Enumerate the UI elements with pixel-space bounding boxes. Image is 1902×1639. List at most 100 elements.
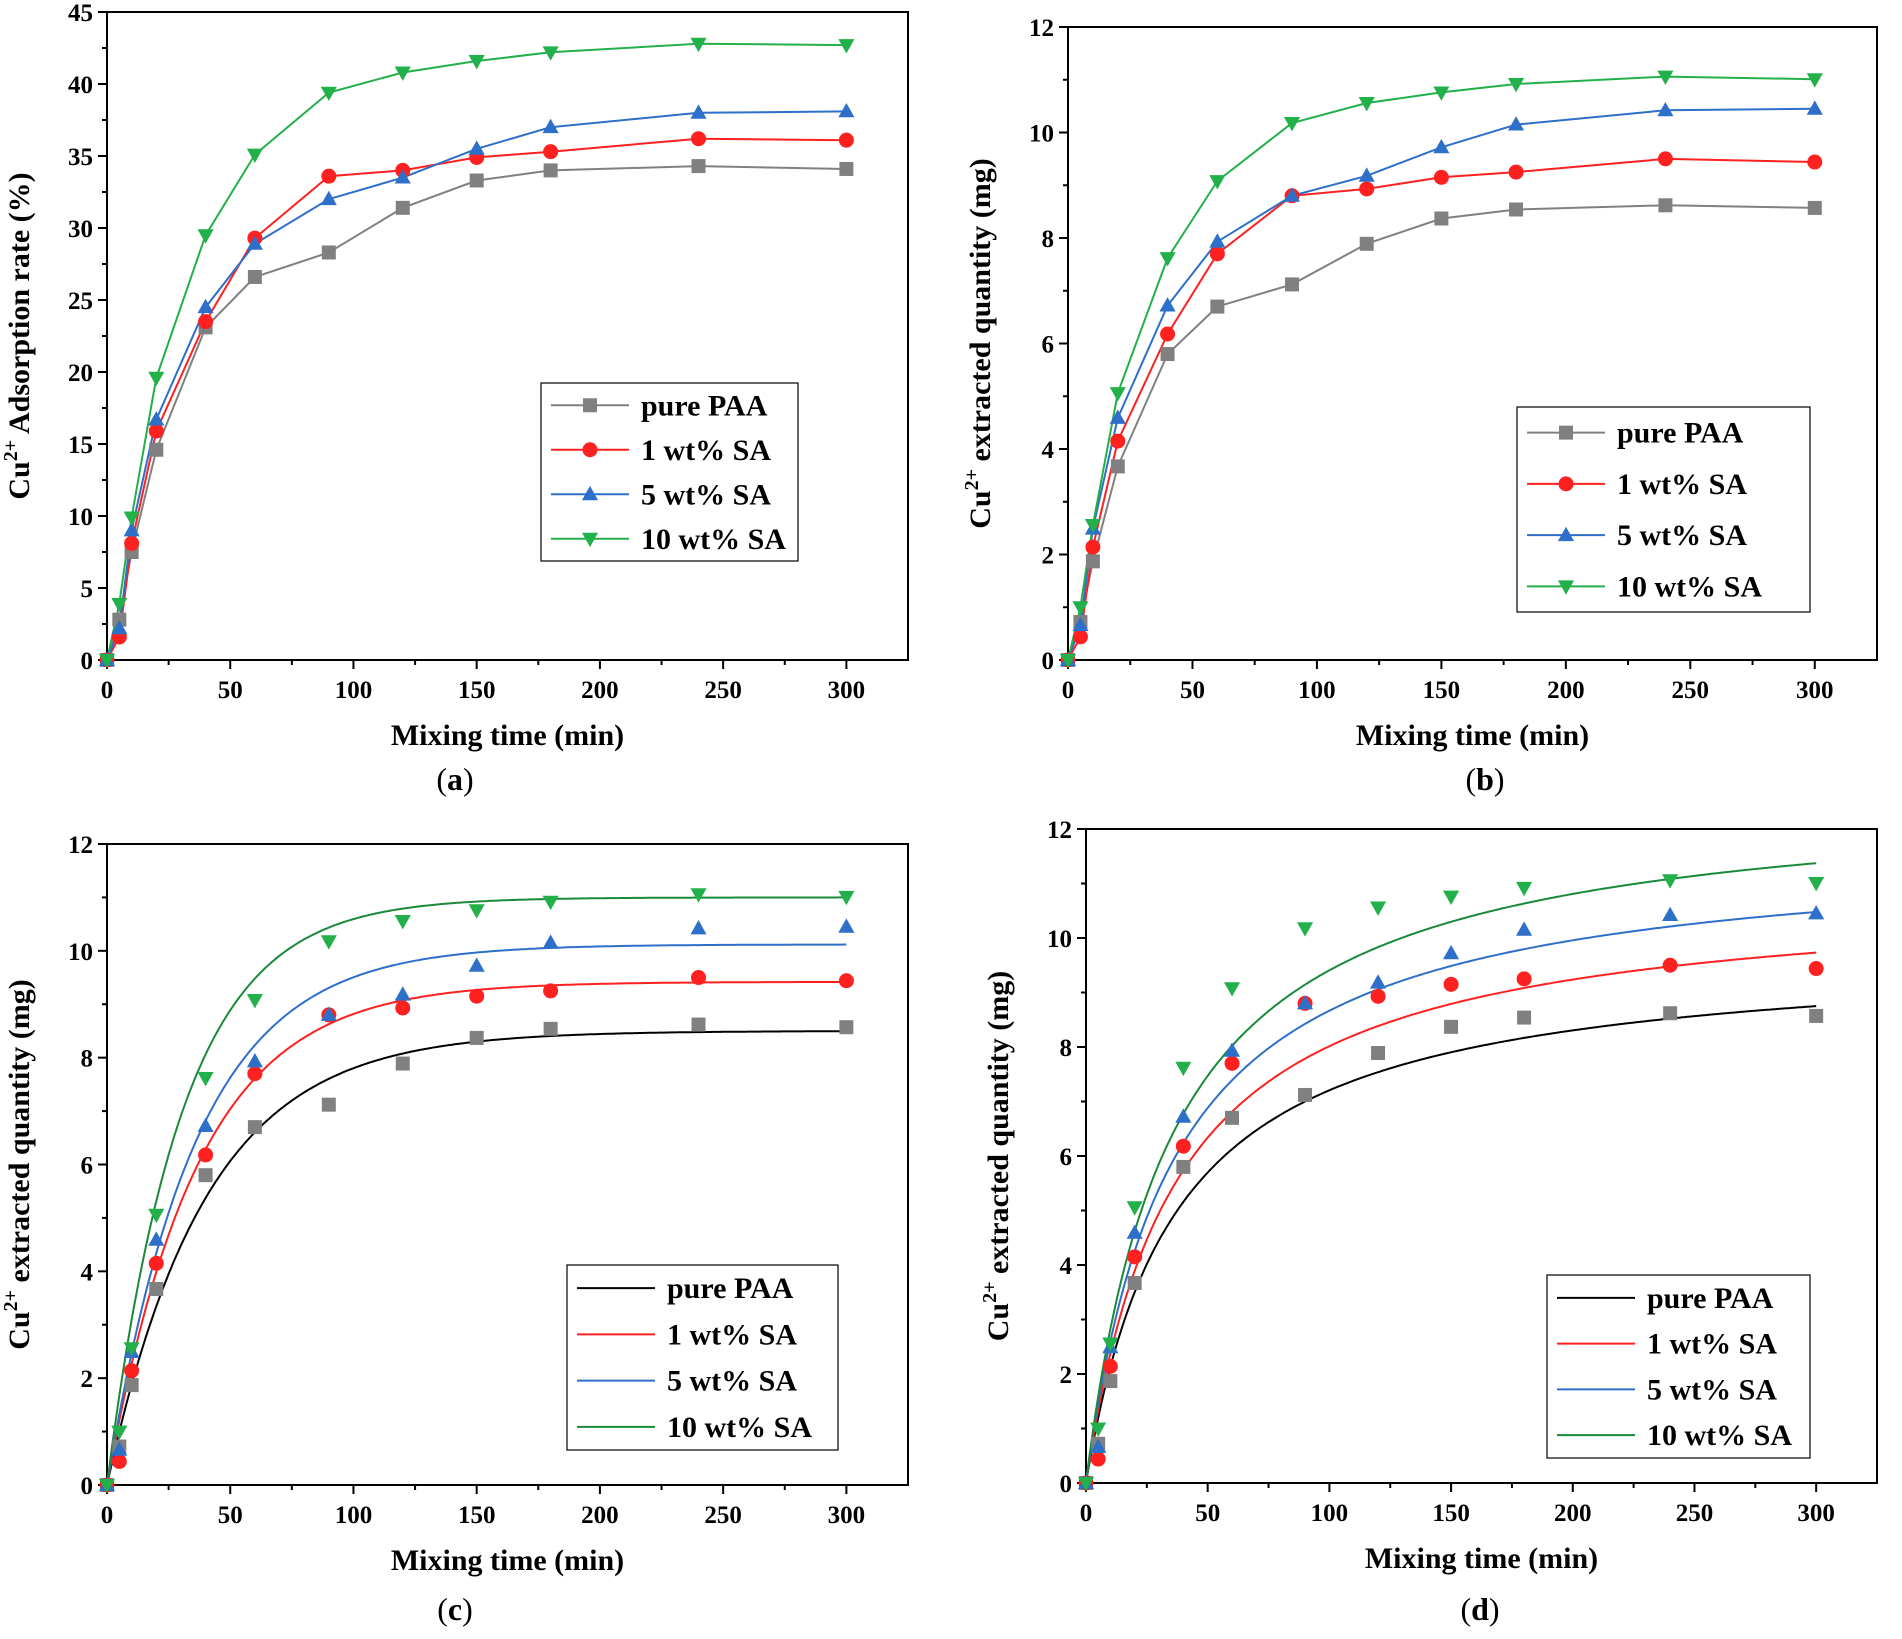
x-tick-label: 150 [1423,677,1461,704]
y-tick-label: 8 [81,1046,94,1073]
data-point [1126,1224,1143,1239]
x-tick-label: 50 [1180,677,1205,704]
x-tick-label: 100 [1311,1500,1349,1527]
data-point [1209,246,1225,262]
data-point [1175,1061,1192,1077]
legend-frame [540,382,799,562]
series-line [1067,75,1815,661]
data-point [1084,519,1101,534]
panel-label-open: ( [437,1591,448,1627]
data-point [1517,1010,1532,1025]
data-point [148,1255,164,1271]
data-point [98,654,116,669]
data-point [111,597,128,613]
data-point [124,1378,139,1393]
data-point [1807,154,1823,170]
y-tick-label: 4 [1042,437,1055,464]
data-point [1657,151,1673,167]
data-point [1296,922,1314,937]
data-point [148,371,165,387]
y-axis-title-ion: Cu [3,1311,36,1349]
data-point [1662,906,1679,922]
x-tick-label: 300 [828,677,866,704]
data-point [148,411,165,426]
y-axis-title-charge: 2+ [0,1290,22,1311]
data-point [690,888,707,903]
data-point [468,957,485,972]
panel-label-close: ) [1489,1591,1500,1627]
x-tick-label: 0 [1062,677,1075,704]
data-point [394,986,411,1001]
data-point [198,314,214,330]
series-line [106,42,847,661]
legend: pure PAA 1 wt% SA 5 wt% SA 10 wt% SA [1516,406,1811,613]
data-point [1370,988,1386,1004]
data-point [1059,654,1077,669]
data-point [468,904,485,919]
data-point [1160,326,1176,342]
data-point [111,1425,128,1440]
data-point [1285,277,1300,292]
panel-label-close: ) [463,761,474,797]
legend-label: 5 wt% SA [1647,1373,1777,1406]
data-point [1159,297,1176,312]
data-point [1433,169,1449,185]
data-point [321,1097,336,1112]
panel-label-letter: c [448,1591,462,1627]
y-tick-label: 40 [68,72,93,99]
data-point [1516,971,1532,987]
data-point [690,919,707,935]
x-tick-label: 150 [458,1502,496,1529]
fit-curve [1085,951,1817,1484]
y-axis-title: Cu2+ extracted quantity (mg) [961,158,997,529]
x-axis-title: Mixing time (min) [391,1544,624,1577]
data-point [1806,100,1823,115]
data-point [1663,1006,1678,1021]
data-point [123,511,140,526]
data-point [148,1231,165,1246]
x-tick-label: 300 [828,1502,866,1529]
y-tick-label: 4 [1060,1253,1073,1280]
data-point [1658,198,1673,213]
data-point [1806,73,1823,88]
data-point [1662,874,1679,889]
data-point [1109,409,1126,424]
data-point [1662,957,1678,973]
data-point [1160,347,1175,362]
y-axis-title-ion: Cu [964,490,997,528]
legend-label: 10 wt% SA [1617,570,1762,603]
data-point [1657,70,1674,85]
y-axis-title: Cu2+ extracted quantity (mg) [979,971,1015,1342]
legend-label: 1 wt% SA [1647,1328,1777,1361]
data-point [1371,1045,1386,1060]
data-point [1433,86,1450,101]
x-tick-label: 50 [1195,1500,1220,1527]
data-point [691,970,707,986]
fit-curve [1085,1005,1817,1484]
data-point [247,1066,263,1082]
y-tick-label: 10 [1029,121,1054,148]
x-tick-label: 200 [581,677,619,704]
data-point [1358,167,1375,182]
data-point [1176,1159,1191,1174]
legend: pure PAA 1 wt% SA 5 wt% SA 10 wt% SA [540,382,799,562]
data-point [246,235,263,250]
data-point [1809,1008,1824,1023]
legend: pure PAA 1 wt% SA 5 wt% SA 10 wt% SA [566,1264,839,1451]
data-point [1359,181,1375,197]
y-tick-label: 4 [81,1259,94,1286]
data-point [1516,881,1533,897]
data-point [246,148,263,163]
data-point [1224,1055,1240,1071]
data-point [1370,974,1387,989]
y-tick-label: 15 [68,432,93,459]
y-axis-title-charge: 2+ [0,440,22,461]
fit-curve [106,943,847,1486]
data-point [1508,116,1525,131]
data-point [469,988,485,1004]
data-point [838,102,855,118]
panel-label-close: ) [1494,761,1505,797]
y-tick-label: 2 [81,1366,94,1393]
legend-label: 10 wt% SA [641,523,786,556]
y-axis-title-rest: extracted quantity (mg) [964,158,997,469]
